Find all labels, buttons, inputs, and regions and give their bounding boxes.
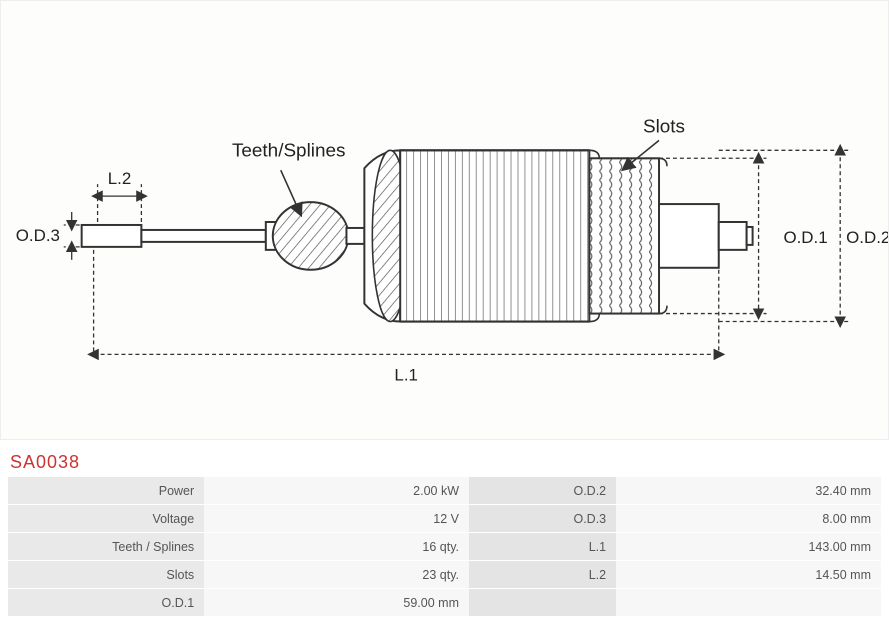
dim-L2: L.2: [108, 169, 132, 188]
spec-row: Power2.00 kWO.D.232.40 mm: [8, 477, 881, 504]
spec-label: O.D.1: [8, 589, 204, 616]
spec-table: Power2.00 kWO.D.232.40 mmVoltage12 VO.D.…: [8, 476, 881, 617]
dim-L1: L.1: [394, 365, 418, 384]
armature-svg: L.1 L.2 O.D.3 O.D.1 O.D.2 Teeth/Splines …: [1, 1, 888, 439]
label-slots: Slots: [643, 116, 685, 137]
technical-diagram: L.1 L.2 O.D.3 O.D.1 O.D.2 Teeth/Splines …: [0, 0, 889, 440]
part-code: SA0038: [10, 452, 80, 473]
spec-table-body: Power2.00 kWO.D.232.40 mmVoltage12 VO.D.…: [8, 477, 881, 616]
spec-value: 59.00 mm: [204, 589, 469, 616]
spec-label: Power: [8, 477, 204, 504]
spec-row: O.D.159.00 mm: [8, 589, 881, 616]
spec-value: 143.00 mm: [616, 533, 881, 560]
spec-label: Slots: [8, 561, 204, 588]
spec-value: 23 qty.: [204, 561, 469, 588]
spec-row: Voltage12 VO.D.38.00 mm: [8, 505, 881, 532]
spec-row: Teeth / Splines16 qty.L.1143.00 mm: [8, 533, 881, 560]
dim-OD3: O.D.3: [16, 226, 60, 245]
spec-value: 12 V: [204, 505, 469, 532]
dim-OD1: O.D.1: [783, 228, 827, 247]
dim-OD2: O.D.2: [846, 228, 888, 247]
label-teeth-splines: Teeth/Splines: [232, 140, 346, 161]
spec-value: [616, 589, 881, 616]
spec-label: O.D.3: [469, 505, 616, 532]
spec-value: 2.00 kW: [204, 477, 469, 504]
spec-row: Slots23 qty.L.214.50 mm: [8, 561, 881, 588]
spec-label: O.D.2: [469, 477, 616, 504]
spec-label: L.1: [469, 533, 616, 560]
spec-label: L.2: [469, 561, 616, 588]
spec-value: 14.50 mm: [616, 561, 881, 588]
spec-label: [469, 589, 616, 616]
spec-label: Teeth / Splines: [8, 533, 204, 560]
spec-value: 32.40 mm: [616, 477, 881, 504]
spec-value: 16 qty.: [204, 533, 469, 560]
spec-label: Voltage: [8, 505, 204, 532]
spec-value: 8.00 mm: [616, 505, 881, 532]
